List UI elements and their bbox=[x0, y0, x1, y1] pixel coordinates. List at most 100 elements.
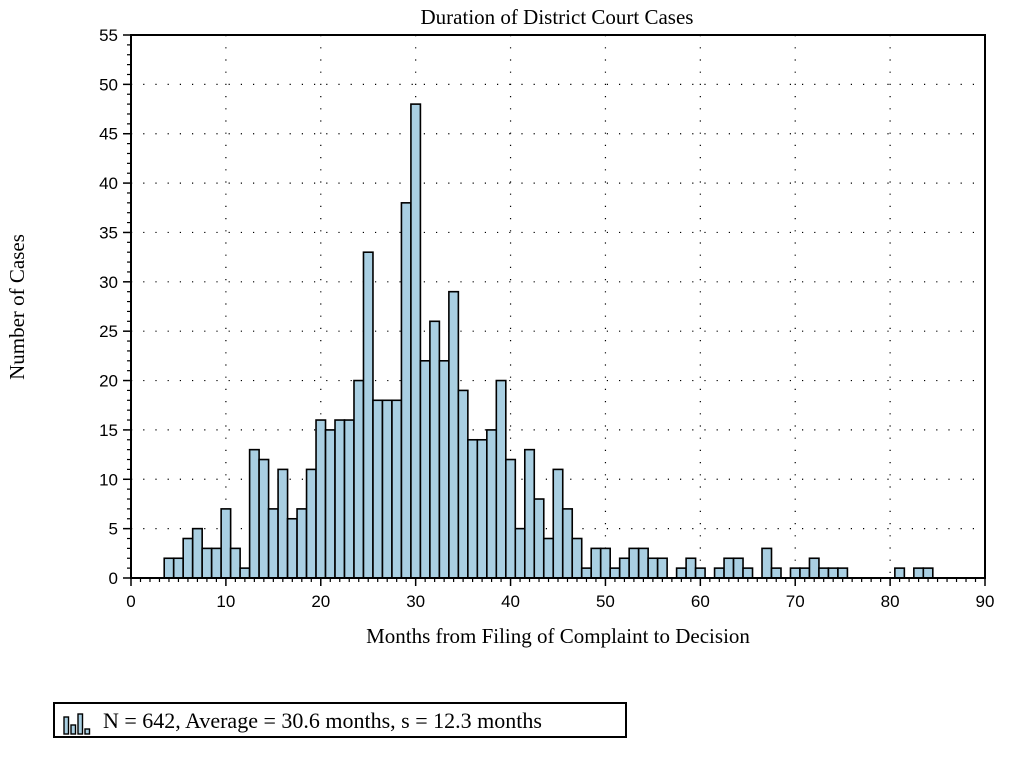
histogram-bar bbox=[761, 547, 773, 579]
histogram-bar bbox=[694, 567, 706, 579]
histogram-bar bbox=[514, 527, 526, 579]
histogram-bar bbox=[590, 547, 602, 579]
histogram-bar bbox=[201, 547, 213, 579]
histogram-bar bbox=[400, 202, 412, 579]
y-tick-label: 45 bbox=[99, 125, 118, 144]
histogram-bar bbox=[571, 537, 583, 579]
histogram-bar bbox=[334, 419, 346, 579]
histogram-bar bbox=[277, 468, 289, 579]
histogram-bar bbox=[372, 399, 384, 579]
histogram-bar bbox=[343, 419, 355, 579]
histogram-bar bbox=[637, 547, 649, 579]
y-axis-label: Number of Cases bbox=[5, 234, 29, 380]
y-tick-label: 40 bbox=[99, 174, 118, 193]
histogram-bar bbox=[713, 567, 725, 579]
histogram-legend-icon bbox=[63, 713, 91, 735]
x-tick-label: 60 bbox=[691, 592, 710, 611]
bars bbox=[163, 103, 934, 579]
y-tick-label: 35 bbox=[99, 223, 118, 242]
histogram-bar bbox=[837, 567, 849, 579]
x-tick-label: 20 bbox=[311, 592, 330, 611]
y-tick-label: 0 bbox=[109, 569, 118, 588]
histogram-bar bbox=[533, 498, 545, 579]
histogram-bar bbox=[628, 547, 640, 579]
histogram-chart: Duration of District Court Cases 0 5 10 15 2… bbox=[5, 5, 994, 648]
histogram-bar bbox=[467, 438, 479, 579]
histogram-bar bbox=[599, 547, 611, 579]
x-tick-label: 40 bbox=[501, 592, 520, 611]
x-tick-label: 70 bbox=[786, 592, 805, 611]
histogram-bar bbox=[324, 429, 336, 579]
histogram-bar bbox=[220, 508, 232, 579]
histogram-bar bbox=[542, 537, 555, 579]
x-tick-label: 10 bbox=[216, 592, 235, 611]
histogram-bar bbox=[362, 251, 374, 579]
y-tick-label: 10 bbox=[99, 470, 118, 489]
histogram-bar bbox=[913, 567, 925, 579]
histogram-bar bbox=[172, 557, 184, 579]
histogram-bar bbox=[922, 567, 934, 579]
histogram-bar bbox=[609, 567, 621, 579]
x-tick-label: 0 bbox=[126, 592, 135, 611]
histogram-bar bbox=[675, 567, 687, 579]
x-tick-label: 50 bbox=[596, 592, 615, 611]
histogram-bar bbox=[618, 557, 630, 579]
histogram-bar bbox=[742, 567, 754, 579]
histogram-bar bbox=[789, 567, 801, 579]
legend-label: N = 642, Average = 30.6 months, s = 12.3… bbox=[103, 708, 542, 733]
x-tick-label: 30 bbox=[406, 592, 425, 611]
histogram-bar bbox=[723, 557, 735, 579]
histogram-bar bbox=[685, 557, 697, 579]
histogram-bar bbox=[410, 103, 422, 579]
histogram-bar bbox=[580, 567, 593, 579]
legend: N = 642, Average = 30.6 months, s = 12.3… bbox=[53, 702, 627, 738]
histogram-bar bbox=[486, 429, 498, 579]
histogram-bar bbox=[239, 567, 251, 579]
y-tick-label: 25 bbox=[99, 322, 118, 341]
histogram-bar bbox=[523, 448, 536, 579]
x-axis-label: Months from Filing of Complaint to Decis… bbox=[366, 624, 750, 648]
histogram-bar bbox=[894, 567, 906, 579]
histogram-bar bbox=[457, 389, 469, 579]
chart-title: Duration of District Court Cases bbox=[421, 5, 694, 29]
histogram-bar bbox=[163, 557, 175, 579]
x-tick-label: 90 bbox=[976, 592, 995, 611]
histogram-bar bbox=[561, 508, 574, 579]
histogram-bar bbox=[505, 458, 517, 579]
histogram-bar bbox=[552, 468, 564, 579]
histogram-bar bbox=[419, 359, 431, 579]
histogram-bar bbox=[808, 557, 820, 579]
histogram-bar bbox=[191, 527, 203, 579]
histogram-bar bbox=[182, 537, 194, 579]
histogram-bar bbox=[315, 419, 327, 579]
histogram-bar bbox=[429, 320, 441, 579]
histogram-bar bbox=[353, 379, 365, 579]
histogram-bar bbox=[229, 547, 241, 579]
histogram-bar bbox=[647, 557, 659, 579]
y-tick-label: 20 bbox=[99, 372, 118, 391]
histogram-bar bbox=[495, 379, 507, 579]
x-tick-label: 80 bbox=[881, 592, 900, 611]
y-tick-label: 55 bbox=[99, 26, 118, 45]
histogram-bar bbox=[286, 517, 298, 579]
histogram-bar bbox=[770, 567, 782, 579]
histogram-bar bbox=[476, 438, 488, 579]
histogram-bar bbox=[818, 567, 830, 579]
histogram-bar bbox=[656, 557, 668, 579]
histogram-bar bbox=[448, 290, 460, 579]
histogram-bar bbox=[827, 567, 839, 579]
histogram-bar bbox=[248, 448, 260, 579]
y-tick-label: 30 bbox=[99, 273, 118, 292]
y-tick-label: 5 bbox=[109, 520, 118, 539]
histogram-bar bbox=[381, 399, 393, 579]
histogram-bar bbox=[732, 557, 744, 579]
y-tick-label: 15 bbox=[99, 421, 118, 440]
histogram-bar bbox=[210, 547, 222, 579]
histogram-bar bbox=[296, 508, 308, 579]
ticks: 0 5 10 15 20 25 30 35 40 45 50 55 0 10 20 30 40 50 60 70 80 9… bbox=[99, 26, 994, 611]
histogram-bar bbox=[391, 399, 403, 579]
histogram-bar bbox=[305, 468, 317, 579]
y-tick-label: 50 bbox=[99, 75, 118, 94]
histogram-bar bbox=[799, 567, 811, 579]
histogram-bar bbox=[258, 458, 270, 579]
